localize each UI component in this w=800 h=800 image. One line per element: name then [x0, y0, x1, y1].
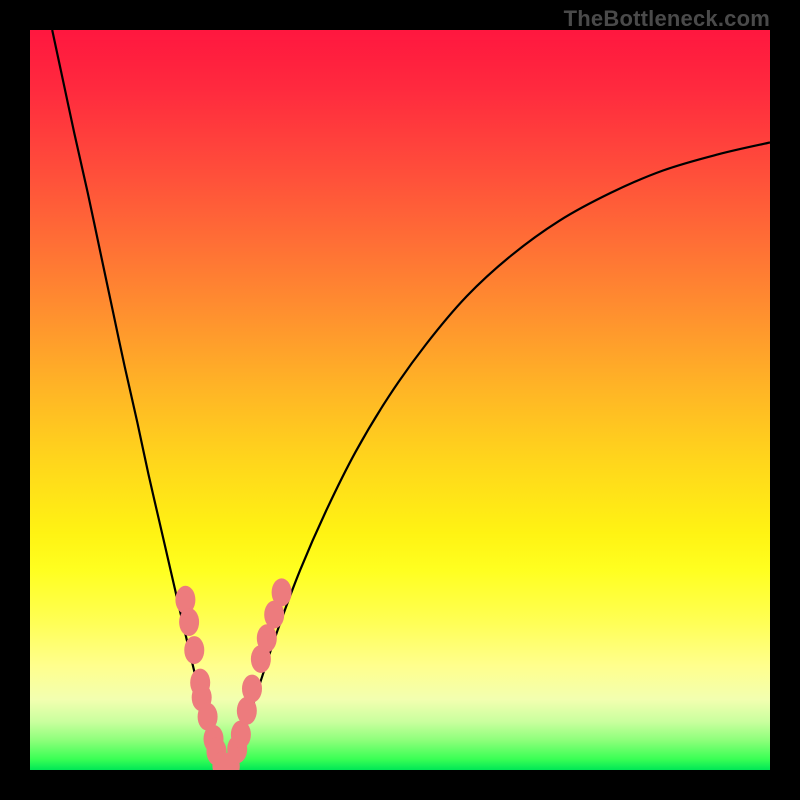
- data-marker: [242, 675, 262, 703]
- data-marker: [272, 578, 292, 606]
- plot-svg: [30, 30, 770, 770]
- gradient-background: [30, 30, 770, 770]
- chart-frame: TheBottleneck.com: [0, 0, 800, 800]
- watermark-text: TheBottleneck.com: [564, 6, 770, 32]
- data-marker: [179, 608, 199, 636]
- plot-area: [30, 30, 770, 770]
- data-marker: [184, 636, 204, 664]
